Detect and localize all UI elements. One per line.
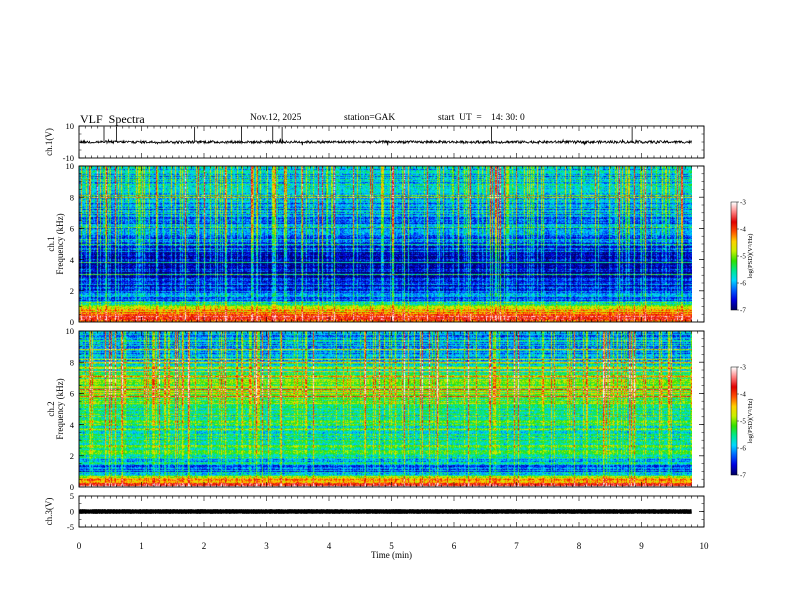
page-title: VLF Spectra: [80, 112, 145, 126]
ch3-ylabel: ch.3(V): [44, 498, 54, 526]
colorbar-ch1-tick-label: -4: [740, 226, 746, 234]
xtick-label: 6: [452, 541, 457, 551]
xtick-label: 9: [639, 541, 644, 551]
xtick-label: 10: [700, 541, 710, 551]
ch1-ytick-label: 10: [66, 161, 75, 171]
spectrogram-ch2: [79, 331, 692, 487]
colorbar-ch1-tick-label: -5: [740, 253, 746, 261]
date-label: Nov.12, 2025: [250, 113, 302, 123]
xtick-label: 8: [577, 541, 582, 551]
xtick-label: 2: [202, 541, 207, 551]
ch2-ytick-label: 10: [66, 326, 75, 336]
ch1-ytick-label: 2: [70, 286, 74, 296]
xtick-label: 0: [77, 541, 82, 551]
ch1-spectrogram-ylabel: ch.1Frequency (kHz): [46, 213, 65, 274]
ch2-ytick-label: 4: [70, 420, 75, 430]
xtick-label: 1: [139, 541, 144, 551]
xtick-label: 4: [327, 541, 332, 551]
ch1-waveform-line: [78, 138, 692, 146]
colorbar-ch1: [731, 202, 737, 310]
start-ut-value: 14: 30: 0: [491, 113, 525, 123]
colorbar-ch2-tick-label: -6: [740, 445, 746, 453]
xaxis-label: Time (min): [371, 550, 412, 560]
ch3-waveform-line: [78, 509, 692, 514]
ch1-ytick-label: 0: [70, 317, 74, 327]
ch1-ytick-label: 4: [70, 255, 75, 265]
colorbar-ch2-tick-label: -3: [740, 364, 746, 372]
colorbar-ch1-tick-label: -3: [740, 199, 746, 207]
ch3-ytick-label: -5: [67, 522, 74, 532]
colorbar-ch2: [731, 367, 737, 475]
xtick-label: 5: [389, 541, 394, 551]
spectrogram-ch1: [79, 166, 692, 322]
ch2-ytick-label: 6: [70, 389, 74, 399]
station-label: station=GAK: [344, 113, 396, 123]
start-ut-label: start UT =: [438, 113, 482, 123]
ch2-spectrogram-ylabel: ch.2Frequency (kHz): [46, 378, 65, 439]
colorbar-ch2-tick-label: -4: [740, 391, 746, 399]
colorbar-ch1-label: log(PSD)(V²/Hz): [747, 234, 754, 279]
ch1-ytick-label: 6: [70, 224, 74, 234]
ch2-ytick-label: 8: [70, 357, 74, 367]
colorbar-ch2-tick-label: -7: [740, 472, 746, 480]
ch1-ytick-label: 8: [70, 192, 74, 202]
xtick-label: 3: [264, 541, 269, 551]
ch1-ytick-label: -10: [63, 153, 74, 163]
colorbar-ch2-tick-label: -5: [740, 418, 746, 426]
colorbar-ch2-label: log(PSD)(V²/Hz): [747, 399, 754, 444]
colorbar-ch1-tick-label: -6: [740, 280, 746, 288]
ch2-ytick-label: 2: [70, 451, 74, 461]
ch3-ytick-label: 0: [70, 507, 74, 517]
colorbar-ch1-tick-label: -7: [740, 307, 746, 315]
ch3-ytick-label: 5: [70, 491, 74, 501]
ch1-ytick-label: 10: [66, 121, 75, 131]
ch2-ytick-label: 0: [70, 482, 74, 492]
xtick-label: 7: [514, 541, 519, 551]
ch1-ylabel: ch.1(V): [44, 128, 54, 156]
